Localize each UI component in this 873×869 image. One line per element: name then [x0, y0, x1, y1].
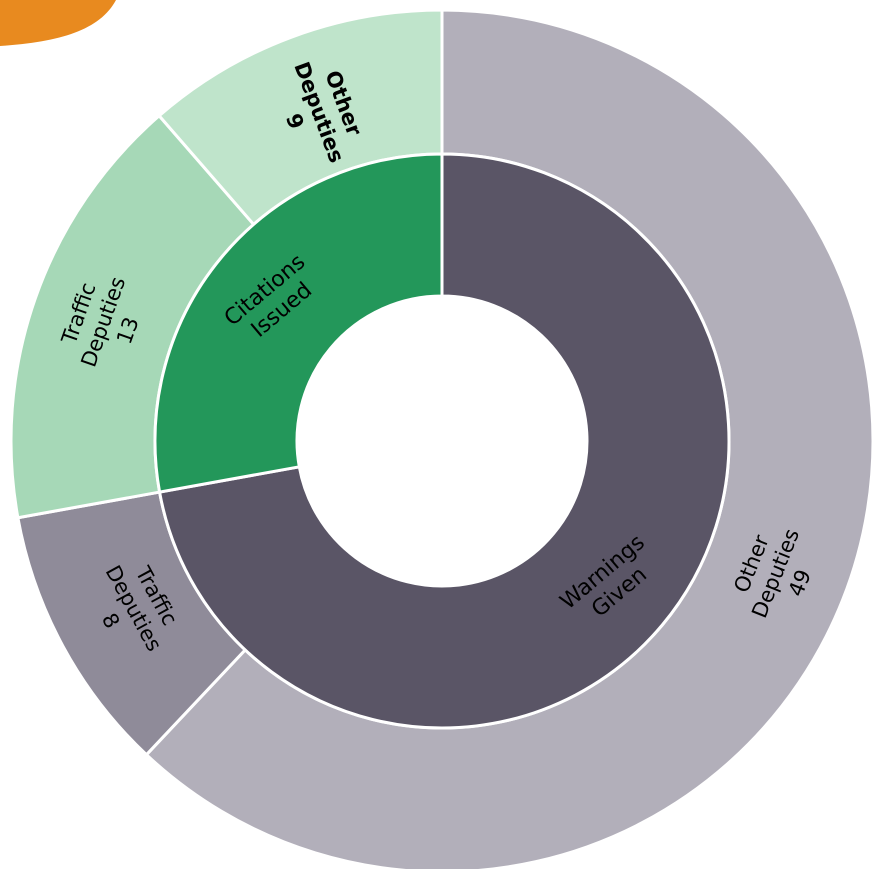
inner-ring: [153, 152, 731, 730]
decorative-corner-shape: [0, 0, 116, 46]
inner-slice-citations-issued: [153, 152, 444, 494]
chart-labels: WarningsGivenCitationsIssuedOtherDeputie…: [57, 59, 816, 656]
inner-slice-warnings-given: [157, 152, 731, 730]
outer-ring: [9, 8, 873, 869]
